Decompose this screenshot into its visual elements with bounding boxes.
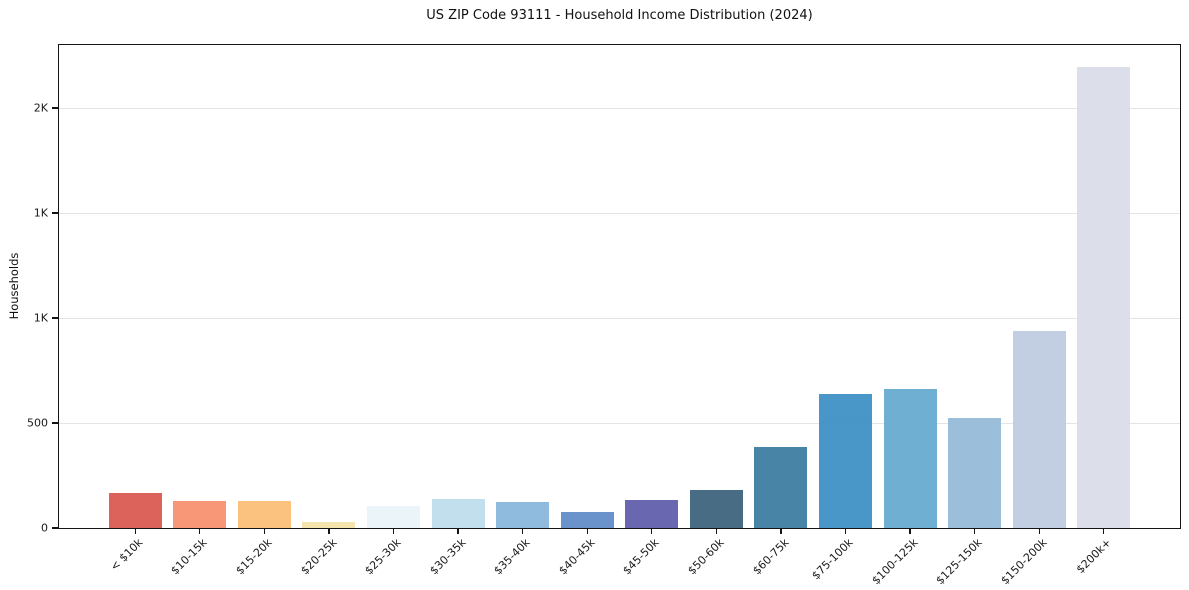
x-tick-label: $125-150k	[933, 536, 985, 588]
y-tick-mark	[52, 527, 59, 529]
y-tick-label: 0	[41, 521, 48, 535]
x-tick-label: $150-200k	[998, 536, 1050, 588]
bar-16	[1077, 67, 1131, 528]
y-tick-mark	[52, 422, 59, 424]
x-tick-mark	[1038, 528, 1040, 534]
bar-1	[108, 493, 162, 528]
bar-5	[367, 505, 420, 528]
x-tick-mark	[521, 528, 524, 534]
x-tick-mark	[199, 528, 201, 534]
bar-3	[237, 501, 291, 528]
bar-8	[560, 512, 614, 528]
bar-13	[883, 389, 937, 528]
x-tick-mark	[844, 528, 847, 534]
x-tick-mark	[134, 528, 136, 534]
x-tick-label: $75-100k	[809, 536, 856, 583]
x-tick-mark	[780, 528, 782, 534]
chart-title: US ZIP Code 93111 - Household Income Dis…	[426, 8, 813, 23]
y-axis-label: Households	[7, 252, 21, 320]
gridline	[59, 318, 1180, 319]
x-tick-label: $100-125k	[869, 536, 921, 588]
bar-14	[948, 417, 1002, 528]
x-tick-mark	[909, 528, 911, 534]
bar-15	[1012, 330, 1066, 528]
x-tick-label: $45-50k	[620, 536, 662, 578]
x-tick-label: $60-75k	[749, 536, 792, 578]
bar-2	[173, 500, 227, 528]
y-tick-label: 500	[27, 416, 48, 430]
x-tick-mark	[1103, 528, 1105, 534]
y-tick-mark	[52, 317, 59, 319]
x-tick-mark	[392, 528, 395, 534]
x-tick-label: $50-60k	[685, 536, 727, 578]
x-tick-label: $200k+	[1073, 536, 1114, 577]
x-tick-mark	[586, 528, 588, 534]
x-tick-mark	[651, 528, 653, 534]
x-tick-label: $25-30k	[362, 536, 404, 578]
bar-7	[496, 502, 550, 528]
bar-11	[754, 447, 808, 528]
y-tick-mark	[52, 107, 59, 109]
x-tick-label: $35-40k	[491, 536, 533, 578]
x-tick-label: $20-25k	[297, 536, 340, 578]
x-tick-mark	[328, 528, 330, 534]
x-tick-label: $30-35k	[426, 536, 469, 578]
bar-4	[302, 522, 356, 528]
y-tick-mark	[52, 212, 59, 214]
x-tick-label: $10-15k	[168, 536, 210, 578]
x-tick-label: < $10k	[107, 536, 146, 574]
x-tick-mark	[715, 528, 717, 534]
x-tick-mark	[263, 528, 265, 534]
y-tick-label: 1K	[33, 206, 48, 220]
x-tick-label: $40-45k	[556, 536, 598, 578]
y-tick-label: 1K	[33, 311, 48, 325]
y-tick-label: 2K	[33, 101, 48, 115]
bar-6	[431, 499, 485, 528]
x-tick-mark	[973, 528, 976, 534]
gridline	[59, 213, 1180, 214]
bar-9	[625, 500, 679, 528]
bar-12	[818, 394, 872, 528]
gridline	[59, 423, 1180, 424]
gridline	[59, 108, 1180, 109]
x-tick-label: $15-20k	[233, 536, 275, 578]
plot-area: 0 500 1K 1K 2K < $10k $10-15k $15-20k $20-25k $25…	[27, 43, 1182, 587]
x-tick-mark	[457, 528, 459, 534]
bar-10	[689, 490, 743, 528]
